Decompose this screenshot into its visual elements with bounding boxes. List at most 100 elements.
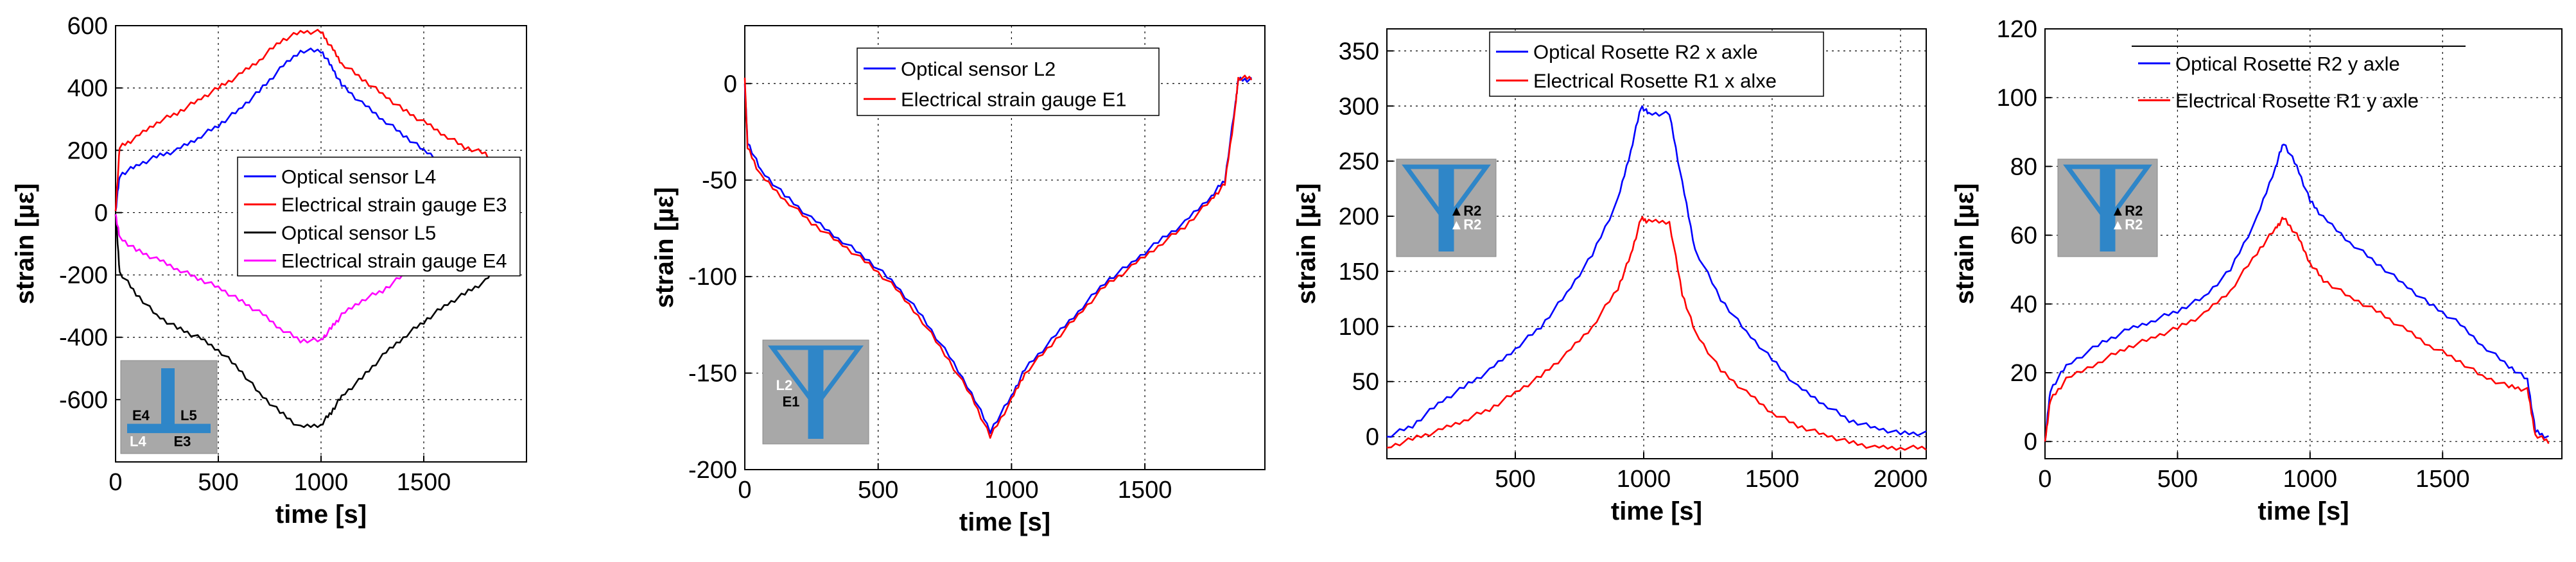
series-line-2 [744,74,1253,439]
y-tick-label: 50 [1352,369,1379,396]
fork-stem [808,348,824,439]
x-tick-label: 1500 [1745,466,1800,493]
y-tick-label: 20 [2010,360,2037,387]
series-line-1 [1386,105,1927,438]
inset-label: E3 [174,433,191,449]
y-tick-label: -50 [702,167,737,194]
inset-label: ▲R2 [1450,203,1482,219]
legend-entry-1: Optical Rosette R2 x axle [1533,41,1758,64]
y-tick-label: 200 [1339,203,1379,230]
y-axis-label: strain [µε] [650,187,679,309]
x-axis-label: time [s] [959,508,1050,536]
y-tick-label: -150 [688,361,737,387]
x-tick-label: 1500 [397,469,451,496]
inset-label: E4 [132,407,150,423]
y-tick-label: 100 [1339,314,1379,341]
y-tick-label: 120 [1997,16,2037,43]
x-tick-label: 500 [858,477,898,504]
x-tick-label: 500 [2157,466,2198,493]
inset-label: L2 [776,377,793,393]
beam-horizontal [127,423,211,434]
y-tick-label: 150 [1339,259,1379,285]
inset-label: E1 [783,394,800,410]
legend-entry-2: Electrical strain gauge E3 [281,194,507,216]
y-tick-label: 250 [1339,148,1379,175]
x-tick-label: 500 [198,469,238,496]
y-tick-label: 80 [2010,153,2037,180]
fork-stem [1438,167,1454,251]
legend-box [1489,31,1824,97]
series-line-2 [1386,216,1927,451]
legend-entry-2: Electrical strain gauge E1 [901,88,1127,110]
x-axis-label: time [s] [1611,497,1702,525]
y-tick-label: 400 [67,75,108,102]
x-tick-label: 1000 [1617,466,1671,493]
legend: Optical Rosette R2 y axle Electrical Rose… [2132,46,2466,112]
fork-stem [2100,167,2116,251]
inset-label: L4 [130,433,146,449]
series-line-2 [114,29,519,213]
legend-box [237,157,521,277]
x-tick-label: 1500 [2415,466,2470,493]
x-tick-label: 1000 [294,469,349,496]
y-tick-label: -100 [688,264,737,291]
y-tick-label: 0 [2024,429,2037,456]
beam-vertical [161,368,175,426]
x-tick-label: 2000 [1874,466,1928,493]
y-tick-label: 300 [1339,93,1379,120]
chart-panel-3: 500 1000 1500 2000 0 50 100 150 200 250 300 350 time… [1292,28,1928,525]
legend-entry-1: Optical Rosette R2 y axle [2175,53,2400,75]
y-axis-label: strain [µε] [1292,183,1321,305]
x-tick-label: 1500 [1118,477,1172,504]
x-tick-label: 500 [1495,466,1535,493]
y-tick-label: 0 [1366,424,1379,451]
legend-entry-2: Electrical Rosette R1 x alxe [1533,70,1777,92]
legend-entry-1: Optical sensor L4 [281,166,436,188]
y-tick-label: 100 [1997,85,2037,112]
y-tick-label: 60 [2010,223,2037,250]
inset-label: ▲R2 [2111,203,2143,219]
chart-panel-4: 0 500 1000 1500 0 20 40 60 80 100 120 time [s] strai… [1951,16,2563,525]
y-tick-label: -400 [59,325,108,352]
inset-label: ▲R2 [2111,216,2143,232]
legend-entry-3: Optical sensor L5 [281,221,436,244]
legend: Optical Rosette R2 x axle Electrical Rose… [1489,31,1824,97]
sensor-layout-inset: ▲R2▲R2 [2057,158,2158,257]
series-line-1 [2044,143,2549,442]
x-tick-label: 0 [738,477,751,504]
x-tick-label: 0 [109,469,122,496]
y-tick-label: 350 [1339,38,1379,65]
inset-label: ▲R2 [1450,216,1482,232]
y-axis-label: strain [µε] [11,183,39,305]
y-tick-label: -200 [688,457,737,484]
y-tick-label: 600 [67,13,108,40]
series-line-2 [2044,216,2550,445]
chart-panel-1: 0 500 1000 1500 -600 -400 -200 0 200 400 600 time [… [11,13,527,529]
inset-label: L5 [180,407,197,423]
chart-panel-2: 0 500 1000 1500 -200 -150 -100 -50 0 time [s] stra… [650,25,1266,536]
legend-entry-1: Optical sensor L2 [901,58,1056,80]
x-tick-label: 1000 [984,477,1039,504]
x-axis-label: time [s] [2258,497,2349,525]
legend-entry-4: Electrical strain gauge E4 [281,250,507,272]
y-tick-label: -200 [59,262,108,289]
y-tick-label: 0 [94,200,108,226]
y-tick-label: -600 [59,387,108,414]
legend-box [857,47,1160,116]
sensor-layout-inset: E4 L5 L4 E3 [120,360,218,454]
y-tick-label: 0 [724,71,737,98]
legend: Optical sensor L4 Electrical strain gauge… [237,157,521,277]
legend-entry-2: Electrical Rosette R1 y axle [2175,89,2419,112]
legend: Optical sensor L2 Electrical strain gauge… [857,47,1160,116]
x-tick-label: 0 [2038,466,2051,493]
y-tick-label: 200 [67,137,108,164]
y-axis-label: strain [µε] [1951,183,1979,305]
x-tick-label: 1000 [2283,466,2338,493]
y-tick-label: 40 [2010,291,2037,318]
sensor-layout-inset: ▲R2▲R2 [1396,158,1497,257]
x-axis-label: time [s] [275,500,367,529]
series-line-1 [744,76,1253,434]
series-line-3 [114,214,519,429]
